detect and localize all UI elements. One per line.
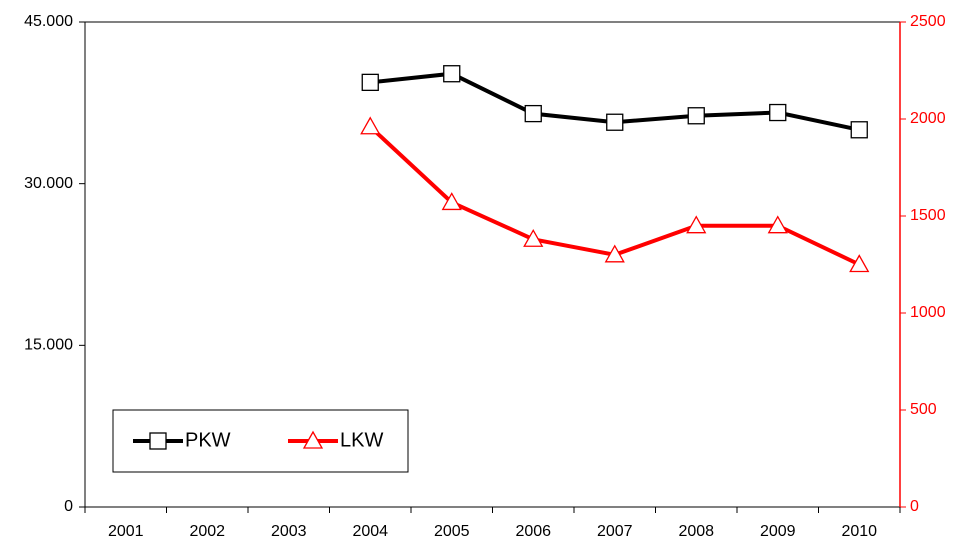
data-point	[523, 228, 544, 247]
data-point	[606, 113, 624, 131]
data-point	[849, 254, 870, 273]
data-point	[767, 215, 788, 234]
y2-tick-label: 500	[910, 401, 937, 418]
x-tick-label: 2004	[352, 523, 388, 540]
data-point	[769, 103, 787, 122]
data-point	[686, 215, 707, 234]
x-tick-label: 2001	[108, 523, 144, 540]
y2-tick-label: 0	[910, 498, 919, 515]
series-line	[368, 125, 861, 267]
y-tick-label: 45.000	[24, 13, 73, 30]
x-tick-label: 2005	[434, 523, 470, 540]
y-tick-label: 30.000	[24, 175, 73, 192]
data-point	[850, 121, 868, 139]
x-tick-label: 2002	[189, 523, 225, 540]
legend-label: LKW	[340, 429, 383, 451]
data-point	[360, 116, 381, 135]
data-point	[604, 244, 625, 263]
y2-tick-label: 2000	[910, 110, 946, 127]
x-tick-label: 2003	[271, 523, 307, 540]
x-tick-label: 2010	[841, 523, 877, 540]
x-tick-label: 2007	[597, 523, 633, 540]
y-tick-label: 0	[64, 498, 73, 515]
legend-marker	[149, 432, 167, 450]
y2-tick-label: 1000	[910, 304, 946, 321]
y2-tick-label: 1500	[910, 207, 946, 224]
data-point	[441, 192, 462, 211]
y2-tick-label: 2500	[910, 13, 946, 30]
y-tick-label: 15.000	[24, 337, 73, 354]
data-point	[443, 65, 461, 83]
data-point	[361, 73, 379, 92]
legend-label: PKW	[185, 429, 231, 451]
x-tick-label: 2008	[678, 523, 714, 540]
legend-marker	[302, 430, 324, 449]
data-point	[687, 107, 705, 125]
data-point	[524, 104, 542, 123]
x-tick-label: 2006	[515, 523, 551, 540]
x-tick-label: 2009	[760, 523, 796, 540]
